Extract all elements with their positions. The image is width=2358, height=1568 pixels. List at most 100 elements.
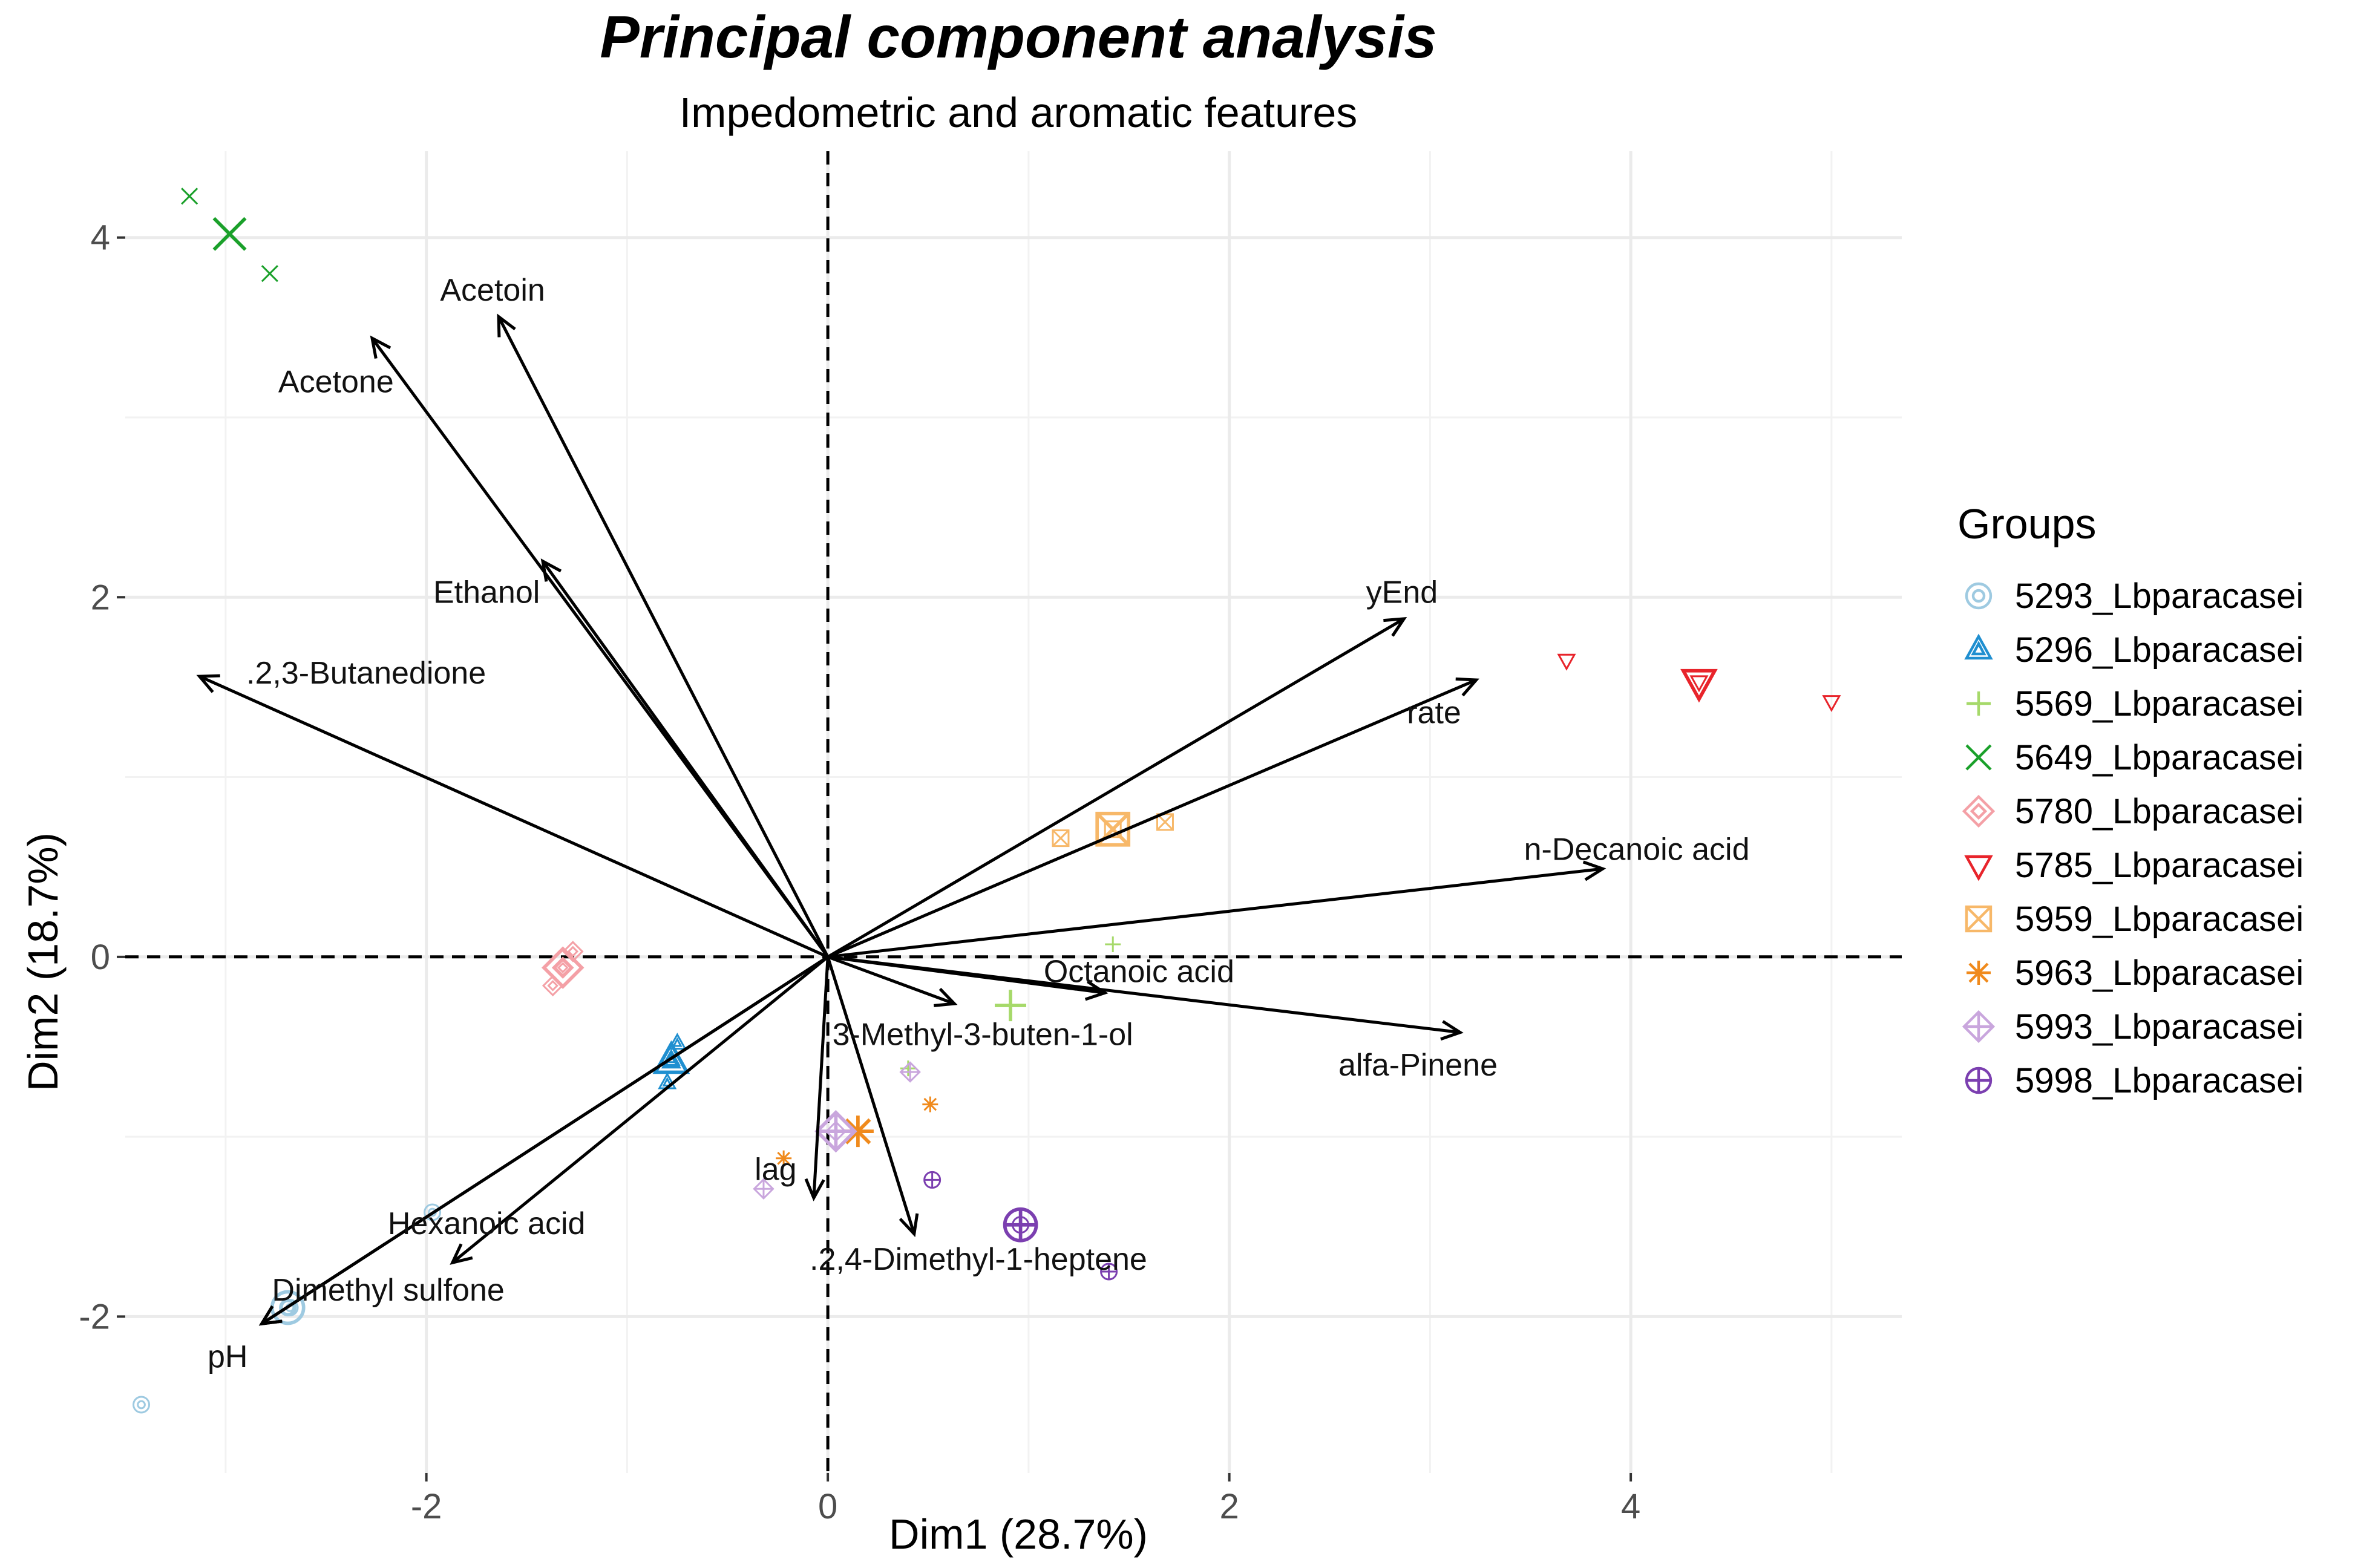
y-tick-label: 0: [91, 938, 110, 977]
group-centroid-b: [212, 217, 247, 251]
data-point-d2: [1052, 829, 1070, 847]
series-5963_Lbparacasei: [776, 1096, 938, 1166]
group-centroid: [541, 946, 585, 989]
vector-arrowhead: [934, 987, 958, 1007]
legend-item: 5649_Lbparacasei: [1965, 738, 2304, 777]
y-axis-label: Dim2 (18.7%): [19, 832, 67, 1091]
vector-line: [198, 675, 829, 959]
vector-arrowhead: [1383, 617, 1407, 637]
vector-2,3-Butanedione: [196, 674, 829, 959]
vector-label: yEnd: [1366, 575, 1438, 610]
data-point-inner: [567, 946, 579, 958]
legend-label: 5649_Lbparacasei: [2015, 738, 2304, 777]
vector-arrowhead: [899, 1213, 919, 1238]
legend-key: [1964, 855, 1993, 881]
legend-label: 5780_Lbparacasei: [2015, 792, 2304, 831]
vector-labels: Acetoin Acetone Ethanol .2,3-Butanedione yEn…: [208, 273, 1750, 1374]
vector-arrowhead: [497, 313, 516, 338]
vector-alfa-Pinene: [827, 955, 1464, 1041]
legend-label: 5785_Lbparacasei: [2015, 846, 2304, 885]
vector-arrowhead: [540, 558, 562, 582]
vector-Acetoin: [497, 313, 830, 958]
chart-title: Principal component analysis: [600, 4, 1436, 70]
vector-rate: [827, 677, 1479, 959]
group-centroid: [652, 1040, 690, 1074]
legend: Groups 5293_Lbparacasei 5296_Lbparacasei 5…: [1957, 500, 2304, 1100]
vector-arrowhead: [1582, 860, 1606, 881]
data-point-inner: [672, 1037, 683, 1047]
group-centroid: [1680, 668, 1718, 703]
legend-item: 5785_Lbparacasei: [1964, 846, 2304, 885]
reference-lines: [125, 151, 1902, 1473]
vector-line: [827, 955, 1461, 1034]
vector-Hexanoic acid: [450, 955, 829, 1265]
vector-line: [261, 955, 829, 1325]
vector-label: .2,3-Butanedione: [246, 656, 486, 691]
vector-label: Dimethyl sulfone: [272, 1273, 504, 1308]
data-point: [1557, 653, 1576, 671]
vector-pH: [258, 955, 829, 1326]
legend-key: [1962, 794, 1996, 828]
data-point-d2: [1156, 813, 1174, 831]
series-5296_Lbparacasei: [652, 1033, 690, 1089]
vector-line: [542, 560, 830, 958]
series-5998_Lbparacasei: [923, 1171, 1118, 1281]
x-tick-label: 2: [1220, 1487, 1239, 1526]
legend-key: [1965, 582, 1993, 610]
vector-label: Acetoin: [440, 273, 545, 308]
data-point-inner: [662, 1077, 673, 1086]
vector-label: Ethanol: [433, 575, 540, 610]
data-point: [1052, 829, 1070, 848]
vector-line: [827, 867, 1603, 959]
chart-subtitle: Impedometric and aromatic features: [680, 89, 1358, 136]
legend-title: Groups: [1957, 500, 2097, 547]
legend-key-inner: [1971, 589, 1986, 603]
vector-lag: [804, 956, 830, 1201]
vector-arrowhead: [370, 335, 391, 359]
data-point-b: [181, 188, 198, 205]
vector-label: alfa-Pinene: [1338, 1048, 1498, 1083]
legend-label: 5998_Lbparacasei: [2015, 1061, 2304, 1100]
vector-line: [826, 956, 916, 1235]
data-point: [1689, 675, 1709, 693]
legend-item: 5293_Lbparacasei: [1965, 577, 2304, 616]
legend-item: 5963_Lbparacasei: [1967, 953, 2304, 993]
vector-label: n-Decanoic acid: [1524, 832, 1750, 867]
group-centroid-d2: [845, 1118, 871, 1145]
x-axis-label: Dim1 (28.7%): [889, 1511, 1148, 1558]
vector-line: [497, 316, 830, 958]
data-point: [542, 975, 564, 997]
data-point: [133, 1396, 151, 1414]
y-tick-label: -2: [79, 1297, 110, 1336]
vector-arrowhead: [196, 674, 220, 693]
vector-2,4-Dimethyl-1-heptene: [826, 956, 919, 1238]
data-point-inner: [557, 962, 569, 973]
legend-key-inner: [1970, 802, 1988, 820]
vector-label: lag: [755, 1152, 796, 1187]
vector-arrowhead: [258, 1305, 283, 1326]
vector-line: [827, 678, 1477, 959]
data-point-b: [261, 265, 278, 283]
legend-item: 5959_Lbparacasei: [1965, 900, 2304, 939]
legend-item: 5296_Lbparacasei: [1964, 630, 2304, 670]
vector-line: [451, 955, 829, 1264]
data-point-inner: [137, 1400, 146, 1410]
vector-arrowhead: [1440, 1020, 1464, 1041]
legend-label: 5963_Lbparacasei: [2015, 953, 2304, 993]
legend-label: 5569_Lbparacasei: [2015, 684, 2304, 724]
vector-label: Hexanoic acid: [388, 1206, 586, 1241]
data-point: [424, 1203, 442, 1221]
legend-item: 5780_Lbparacasei: [1962, 792, 2304, 831]
vector-label: pH: [208, 1339, 247, 1374]
legend-key: [1965, 905, 1993, 933]
axes: -2 0 2 4 -2 0 2 4: [79, 218, 1640, 1526]
vector-yEnd: [827, 617, 1407, 958]
legend-key-b: [1965, 744, 1992, 771]
legend-label: 5293_Lbparacasei: [2015, 577, 2304, 616]
group-centroid-inner: [551, 956, 574, 979]
vector-label: .2,4-Dimethyl-1-heptene: [810, 1242, 1147, 1277]
legend-key-d2: [1965, 906, 1992, 932]
vector-label: Acetone: [278, 365, 394, 400]
vector-arrowhead: [804, 1178, 825, 1201]
